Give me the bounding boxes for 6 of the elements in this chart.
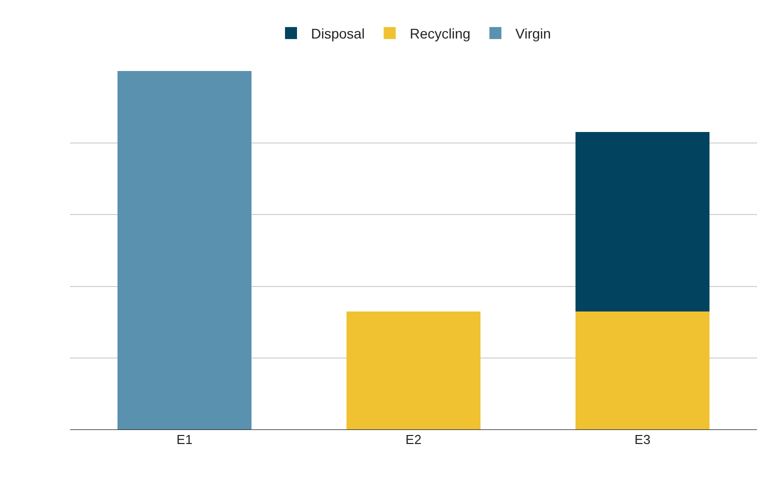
x-tick-label: E3 (634, 432, 650, 447)
x-tick-label: E2 (406, 432, 422, 447)
legend-label: Virgin (515, 26, 551, 42)
legend-label: Disposal (311, 26, 365, 42)
x-tick-label: E1 (176, 432, 192, 447)
legend-label: Recycling (410, 26, 470, 42)
